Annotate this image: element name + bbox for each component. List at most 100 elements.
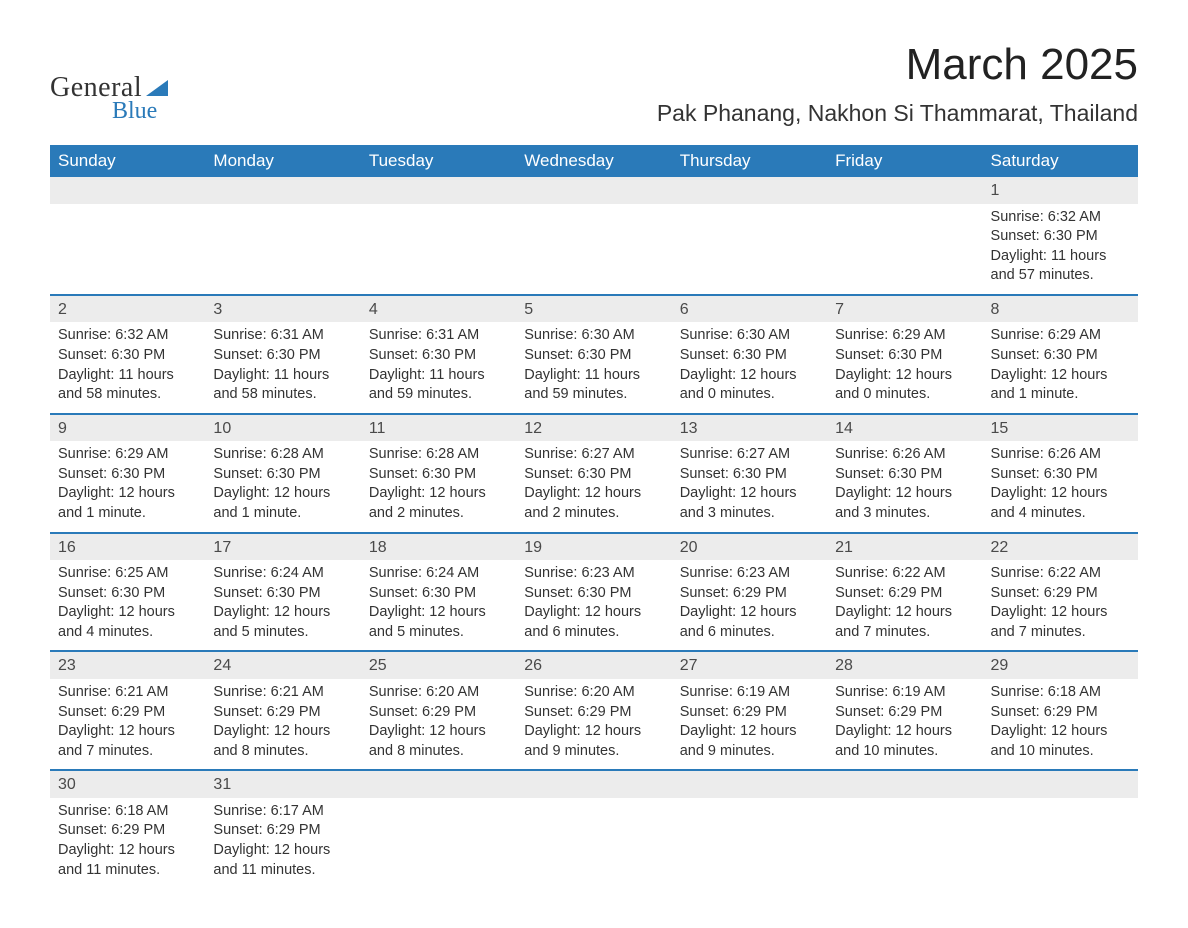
day-number-cell [983, 770, 1138, 798]
daylight1-text: Daylight: 12 hours [58, 841, 197, 861]
day-number-cell: 17 [205, 533, 360, 561]
daylight1-text: Daylight: 12 hours [369, 603, 508, 623]
daylight2-text: and 3 minutes. [835, 504, 974, 524]
daylight1-text: Daylight: 11 hours [524, 366, 663, 386]
day-number-cell: 1 [983, 177, 1138, 204]
weekday-header: Tuesday [361, 145, 516, 177]
daylight2-text: and 59 minutes. [369, 385, 508, 405]
sunset-text: Sunset: 6:29 PM [991, 584, 1130, 604]
daylight2-text: and 4 minutes. [991, 504, 1130, 524]
sunset-text: Sunset: 6:29 PM [58, 703, 197, 723]
sunset-text: Sunset: 6:29 PM [213, 703, 352, 723]
day-number-cell: 11 [361, 414, 516, 442]
sunrise-text: Sunrise: 6:26 AM [835, 445, 974, 465]
daylight2-text: and 0 minutes. [680, 385, 819, 405]
weekday-header: Thursday [672, 145, 827, 177]
sunset-text: Sunset: 6:30 PM [369, 584, 508, 604]
sunset-text: Sunset: 6:30 PM [369, 465, 508, 485]
day-data-cell: Sunrise: 6:23 AMSunset: 6:30 PMDaylight:… [516, 560, 671, 651]
sunset-text: Sunset: 6:30 PM [58, 584, 197, 604]
day-number-cell: 21 [827, 533, 982, 561]
sail-icon [146, 80, 168, 96]
sunrise-text: Sunrise: 6:30 AM [524, 326, 663, 346]
day-number-cell: 19 [516, 533, 671, 561]
calendar-table: Sunday Monday Tuesday Wednesday Thursday… [50, 145, 1138, 888]
day-data-cell [983, 798, 1138, 888]
sunrise-text: Sunrise: 6:32 AM [991, 208, 1130, 228]
day-number-cell: 31 [205, 770, 360, 798]
sunset-text: Sunset: 6:30 PM [524, 584, 663, 604]
day-number-cell: 18 [361, 533, 516, 561]
day-data-cell: Sunrise: 6:29 AMSunset: 6:30 PMDaylight:… [50, 441, 205, 532]
daylight2-text: and 6 minutes. [524, 623, 663, 643]
sunrise-text: Sunrise: 6:18 AM [991, 683, 1130, 703]
day-data-cell [827, 798, 982, 888]
daylight1-text: Daylight: 12 hours [680, 484, 819, 504]
daylight2-text: and 1 minute. [213, 504, 352, 524]
sunrise-text: Sunrise: 6:31 AM [369, 326, 508, 346]
day-data-cell [827, 204, 982, 295]
daylight2-text: and 11 minutes. [213, 861, 352, 881]
sunset-text: Sunset: 6:29 PM [58, 821, 197, 841]
day-data-cell [516, 798, 671, 888]
sunset-text: Sunset: 6:30 PM [524, 346, 663, 366]
sunset-text: Sunset: 6:30 PM [680, 465, 819, 485]
day-number-cell: 7 [827, 295, 982, 323]
daylight2-text: and 10 minutes. [991, 742, 1130, 762]
location: Pak Phanang, Nakhon Si Thammarat, Thaila… [657, 100, 1138, 127]
day-number-cell: 25 [361, 651, 516, 679]
sunrise-text: Sunrise: 6:27 AM [680, 445, 819, 465]
day-number-cell: 23 [50, 651, 205, 679]
sunset-text: Sunset: 6:30 PM [213, 465, 352, 485]
daylight1-text: Daylight: 12 hours [213, 841, 352, 861]
day-number-cell [516, 177, 671, 204]
daylight1-text: Daylight: 12 hours [991, 484, 1130, 504]
daylight2-text: and 7 minutes. [835, 623, 974, 643]
calendar-body: 1Sunrise: 6:32 AMSunset: 6:30 PMDaylight… [50, 177, 1138, 888]
daylight2-text: and 57 minutes. [991, 266, 1130, 286]
sunrise-text: Sunrise: 6:18 AM [58, 802, 197, 822]
daylight1-text: Daylight: 11 hours [58, 366, 197, 386]
daylight2-text: and 4 minutes. [58, 623, 197, 643]
weekday-header-row: Sunday Monday Tuesday Wednesday Thursday… [50, 145, 1138, 177]
sunrise-text: Sunrise: 6:21 AM [58, 683, 197, 703]
daylight2-text: and 8 minutes. [369, 742, 508, 762]
day-data-cell: Sunrise: 6:28 AMSunset: 6:30 PMDaylight:… [205, 441, 360, 532]
day-data-cell: Sunrise: 6:26 AMSunset: 6:30 PMDaylight:… [827, 441, 982, 532]
sunrise-text: Sunrise: 6:20 AM [524, 683, 663, 703]
daylight2-text: and 58 minutes. [58, 385, 197, 405]
sunrise-text: Sunrise: 6:22 AM [835, 564, 974, 584]
day-data-cell: Sunrise: 6:19 AMSunset: 6:29 PMDaylight:… [672, 679, 827, 770]
daylight1-text: Daylight: 12 hours [680, 603, 819, 623]
day-number-cell: 15 [983, 414, 1138, 442]
daylight1-text: Daylight: 12 hours [835, 366, 974, 386]
daylight1-text: Daylight: 12 hours [680, 722, 819, 742]
daylight1-text: Daylight: 12 hours [835, 603, 974, 623]
sunset-text: Sunset: 6:30 PM [991, 346, 1130, 366]
daylight1-text: Daylight: 12 hours [58, 722, 197, 742]
day-data-cell: Sunrise: 6:20 AMSunset: 6:29 PMDaylight:… [361, 679, 516, 770]
day-data-cell [205, 204, 360, 295]
day-data-cell: Sunrise: 6:22 AMSunset: 6:29 PMDaylight:… [827, 560, 982, 651]
day-number-cell: 12 [516, 414, 671, 442]
sunrise-text: Sunrise: 6:19 AM [680, 683, 819, 703]
sunrise-text: Sunrise: 6:21 AM [213, 683, 352, 703]
sunrise-text: Sunrise: 6:25 AM [58, 564, 197, 584]
day-number-cell: 8 [983, 295, 1138, 323]
sunset-text: Sunset: 6:30 PM [213, 346, 352, 366]
daylight1-text: Daylight: 12 hours [369, 722, 508, 742]
sunrise-text: Sunrise: 6:29 AM [58, 445, 197, 465]
daylight2-text: and 1 minute. [991, 385, 1130, 405]
day-data-cell: Sunrise: 6:21 AMSunset: 6:29 PMDaylight:… [205, 679, 360, 770]
day-data-cell: Sunrise: 6:20 AMSunset: 6:29 PMDaylight:… [516, 679, 671, 770]
daylight2-text: and 2 minutes. [369, 504, 508, 524]
weekday-header: Monday [205, 145, 360, 177]
daylight2-text: and 0 minutes. [835, 385, 974, 405]
day-data-cell: Sunrise: 6:30 AMSunset: 6:30 PMDaylight:… [672, 322, 827, 413]
daylight1-text: Daylight: 12 hours [213, 722, 352, 742]
day-number-cell: 14 [827, 414, 982, 442]
daylight2-text: and 9 minutes. [680, 742, 819, 762]
daylight1-text: Daylight: 11 hours [991, 247, 1130, 267]
sunset-text: Sunset: 6:30 PM [991, 465, 1130, 485]
daylight2-text: and 58 minutes. [213, 385, 352, 405]
